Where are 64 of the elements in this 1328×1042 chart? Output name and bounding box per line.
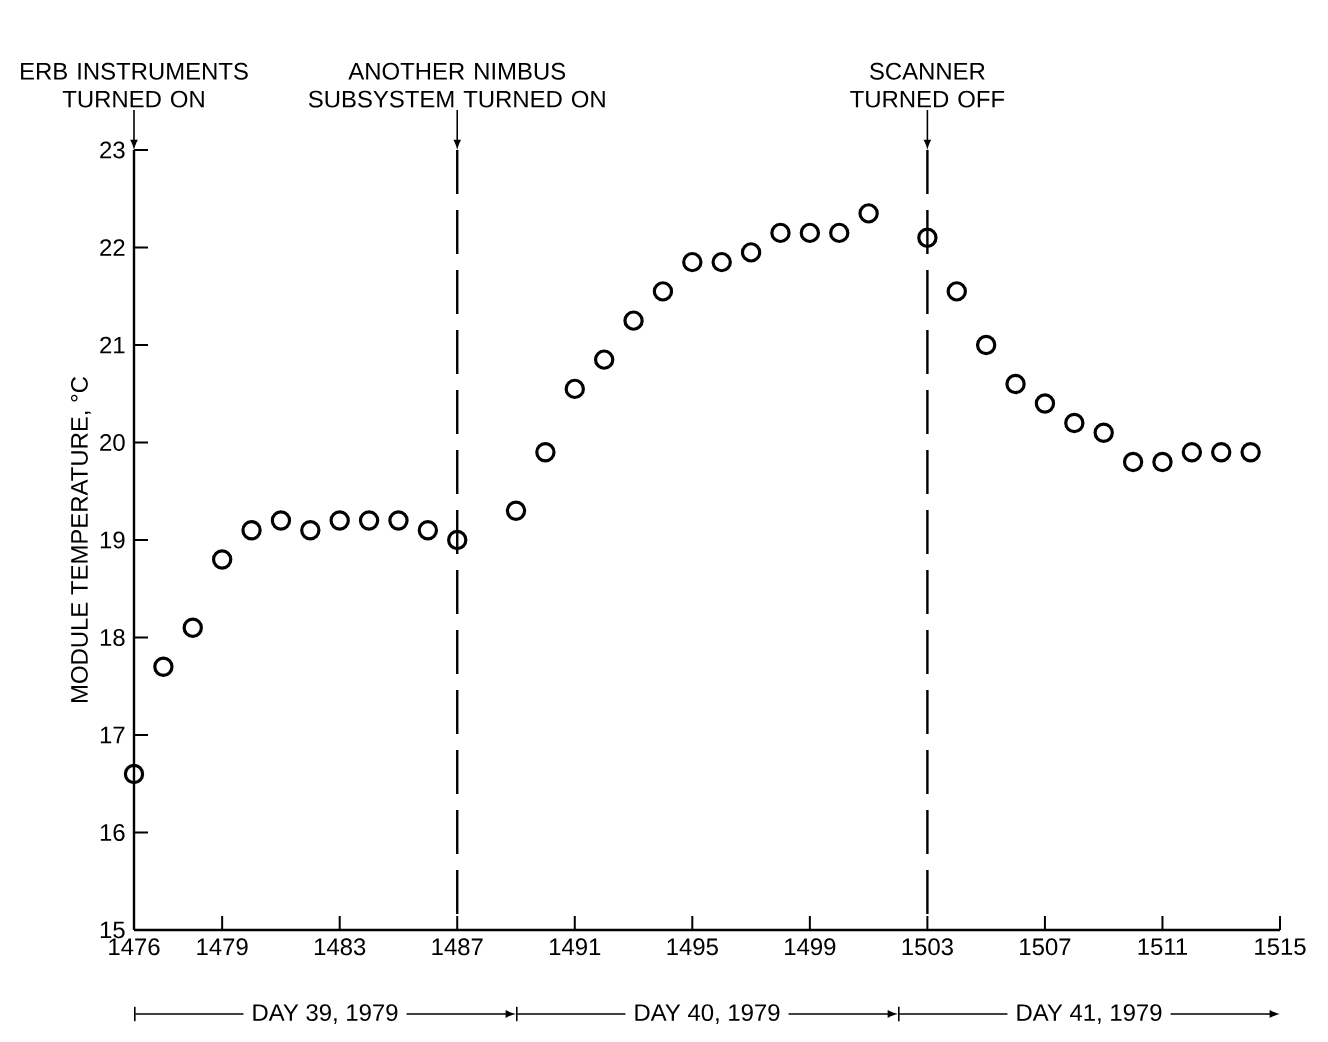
y-tick-label: 19 (100, 531, 125, 549)
y-tick-label: 21 (100, 336, 125, 354)
point (1152, 451, 1173, 473)
x-tick-label: 1491 (549, 938, 601, 956)
y-tick-label: 15 (100, 921, 125, 939)
x-tick-label: 1507 (1020, 938, 1071, 956)
point (858, 203, 879, 224)
y-tick-label: 18 (100, 629, 125, 646)
point (1064, 412, 1085, 434)
y-tick-label: 17 (100, 726, 125, 744)
point (329, 510, 350, 531)
y-tick-label: 23 (100, 141, 125, 159)
y-tick-label: 22 (100, 239, 125, 256)
point (946, 281, 967, 302)
text: DAY 39, 1979 (253, 1004, 398, 1024)
point (1005, 373, 1026, 395)
point (300, 520, 321, 541)
point (182, 617, 203, 638)
point (1034, 393, 1056, 414)
point (447, 529, 468, 551)
x-tick-label: 1515 (1255, 938, 1306, 956)
y-tick-label: 16 (100, 824, 125, 841)
x-tick-label: 1476 (109, 938, 160, 956)
point (829, 222, 850, 244)
x-tick-label: 1479 (197, 938, 248, 956)
y-tick-label: 20 (100, 434, 125, 451)
point (917, 227, 938, 248)
point (593, 349, 615, 370)
point (270, 510, 292, 531)
ref-line-label: ANOTHER NIMBUS SUBSYSTEM TURNED ON (308, 62, 605, 108)
point (1093, 422, 1114, 443)
x-tick-label: 1483 (314, 938, 366, 956)
point (211, 549, 233, 570)
point (975, 334, 997, 356)
text: DAY 41, 1979 (1017, 1004, 1162, 1024)
text: DAY 40, 1979 (635, 1004, 780, 1024)
point (358, 510, 380, 531)
point (1122, 451, 1144, 473)
point (1240, 442, 1261, 463)
point (799, 222, 821, 244)
y-axis-title: MODULE TEMPERATURE, °C (70, 376, 91, 703)
point (740, 242, 762, 263)
point (623, 310, 644, 331)
point (153, 656, 174, 677)
point (123, 763, 145, 785)
ref-line-label: SCANNER TURNED OFF (850, 62, 1005, 108)
x-tick-label: 1495 (667, 938, 718, 956)
point (535, 442, 556, 463)
point (564, 378, 585, 400)
point (505, 500, 527, 521)
point (241, 520, 262, 541)
point (1181, 442, 1203, 463)
point (711, 251, 732, 273)
x-tick-label: 1487 (432, 938, 483, 956)
x-tick-label: 1503 (902, 938, 953, 956)
point (770, 222, 791, 244)
point (1211, 442, 1232, 463)
x-tick-label: 1499 (785, 938, 836, 956)
text: ERB INSTRUMENTS TURNED ON (21, 62, 248, 108)
point (417, 520, 439, 541)
point (682, 251, 703, 273)
x-tick-label: 1511 (1138, 938, 1187, 956)
point (652, 281, 674, 302)
point (388, 510, 409, 531)
